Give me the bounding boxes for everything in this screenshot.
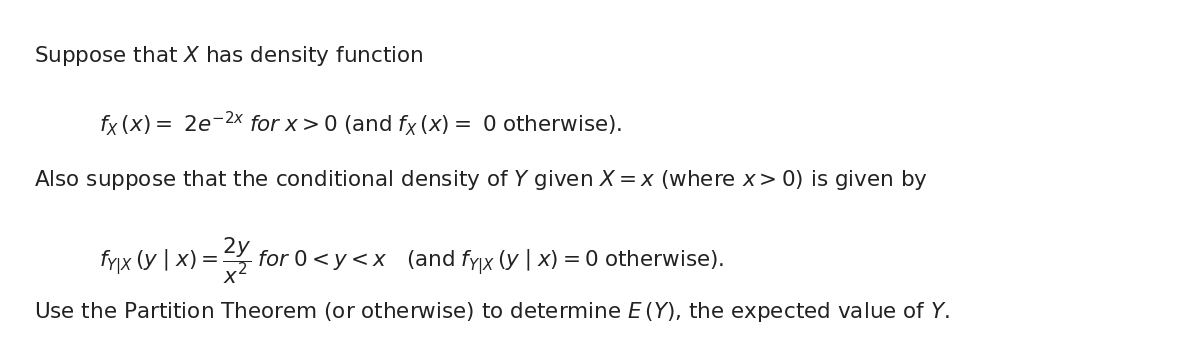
Text: $f_X\,(x) = \ 2e^{-2x} \; {\it for} \; x > 0 \; \text{(and} \; f_X\,(x) = \ 0 \;: $f_X\,(x) = \ 2e^{-2x} \; {\it for} \; x… xyxy=(98,109,622,138)
Text: Use the Partition Theorem (or otherwise) to determine $E\,(Y)$, the expected val: Use the Partition Theorem (or otherwise)… xyxy=(34,300,949,324)
Text: $f_{Y|X}\,(y \mid x) = \dfrac{2y}{x^2} \; {\it for} \; 0 < y < x \quad \text{(an: $f_{Y|X}\,(y \mid x) = \dfrac{2y}{x^2} \… xyxy=(98,236,724,286)
Text: Also suppose that the conditional density of $Y$ given $X = x$ (where $x > 0$) i: Also suppose that the conditional densit… xyxy=(34,168,928,192)
Text: Suppose that $X$ has density function: Suppose that $X$ has density function xyxy=(34,43,424,68)
